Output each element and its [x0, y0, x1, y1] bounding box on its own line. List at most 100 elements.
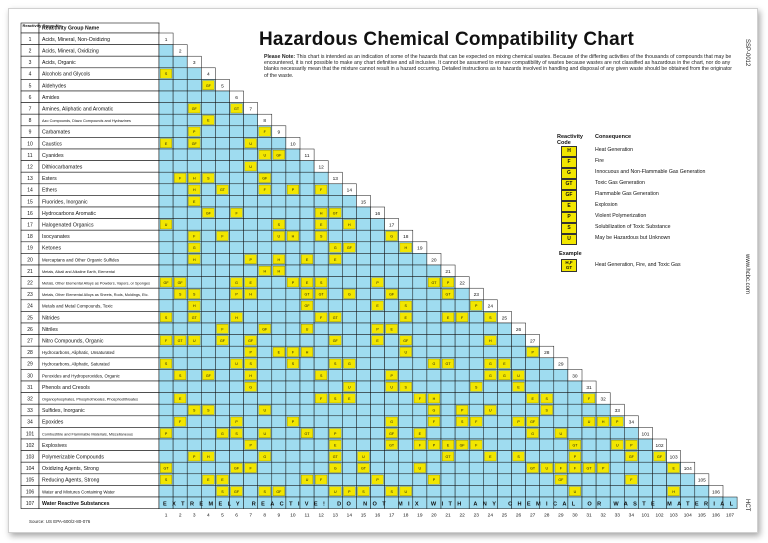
grid-cell [158, 287, 174, 301]
grid-cell [511, 473, 526, 486]
hazard-code: F [630, 478, 633, 482]
hazard-cell [427, 416, 440, 427]
hazard-cell [244, 335, 257, 346]
hazard-cell [442, 289, 455, 299]
hazard-cell [526, 393, 539, 404]
group-number: 16 [27, 211, 33, 217]
grid-cell [271, 403, 287, 417]
grid-cell [243, 450, 258, 463]
hazard-cell [160, 312, 173, 322]
hazard-cell [540, 463, 553, 473]
hazard-code: U [390, 385, 393, 389]
grid-cell [186, 148, 202, 161]
grid-cell [186, 79, 202, 92]
hazard-code: G [390, 235, 393, 239]
hazard-code: P [249, 443, 252, 447]
hazard-code: E [390, 327, 393, 331]
hazard-code: H [672, 490, 675, 494]
group-name: Amines, Aliphatic and Aromatic [42, 106, 114, 112]
legend-item: U May be Hazardous but Unknown [557, 234, 757, 245]
grid-cell [342, 473, 357, 486]
grid-cell [313, 438, 329, 451]
hazard-cell [202, 173, 215, 183]
grid-cell [539, 369, 555, 382]
hazard-code: H [320, 211, 323, 215]
grid-cell [342, 450, 357, 463]
grid-cell [342, 438, 357, 451]
grid-cell [440, 345, 456, 359]
grid-cell [370, 345, 385, 359]
column-number: 103 [670, 513, 678, 519]
diagonal-number: 5 [221, 83, 224, 89]
grid-cell [186, 67, 202, 80]
hazard-cell [244, 254, 257, 264]
hazard-cell [343, 219, 356, 230]
hazard-cell [202, 115, 215, 125]
grid-cell [313, 485, 329, 498]
grid-cell [271, 473, 287, 486]
legend-consequence: Flammable Gas Generation [595, 191, 659, 197]
grid-cell [454, 450, 470, 463]
grid-cell [356, 380, 371, 393]
column-number: 27 [530, 513, 536, 519]
hazard-cell [244, 138, 257, 148]
hazard-cell [258, 451, 271, 462]
hazard-cell [484, 405, 497, 415]
hazard-cell [301, 300, 314, 311]
grid-cell [172, 345, 188, 359]
hazard-code: S [207, 177, 210, 181]
column-number: 26 [516, 513, 522, 519]
hazard-cell [484, 451, 497, 462]
grid-cell [356, 264, 371, 277]
grid-cell [412, 345, 428, 359]
grid-cell [342, 229, 357, 243]
grid-cell [356, 253, 371, 266]
grid-cell [426, 334, 442, 347]
hazard-cell [667, 486, 680, 496]
grid-cell [384, 392, 399, 405]
legend-consequence: Innocuous and Non-Flammable Gas Generati… [595, 169, 706, 175]
hazard-cell [286, 231, 299, 241]
grid-cell [215, 311, 230, 324]
column-number: 12 [318, 513, 324, 519]
grid-cell [539, 485, 555, 498]
grid-cell [342, 427, 357, 440]
group-name: Halogenated Organics [42, 222, 94, 228]
hazard-cell [498, 358, 511, 369]
hazard-code: G [531, 432, 534, 436]
hazard-code: P [390, 374, 393, 378]
hazard-cell [258, 324, 271, 334]
grid-cell [243, 415, 258, 428]
hazard-cell [343, 358, 356, 369]
diagonal-number: 20 [431, 257, 437, 263]
grid-cell [229, 403, 244, 417]
hazard-code: G [390, 420, 393, 424]
grid-cell [215, 450, 230, 463]
hazard-cell [413, 440, 426, 450]
grid-cell [356, 322, 371, 335]
legend-example-code: H,F GT [561, 259, 577, 272]
group-name: Metals, Other Elemental Alloys as Sheets… [42, 293, 149, 297]
hazard-code: U [249, 165, 252, 169]
hazard-cell [427, 405, 440, 415]
group-number: 13 [27, 176, 33, 182]
hazard-code: GF [262, 327, 268, 331]
grid-cell [356, 403, 371, 417]
hazard-code: P [574, 455, 577, 459]
column-number: 31 [586, 513, 592, 519]
column-number: 6 [235, 513, 238, 519]
hazard-cell [413, 463, 426, 473]
diagonal-number: 13 [333, 176, 339, 182]
group-number: 22 [27, 280, 33, 286]
group-name-cell [38, 183, 160, 196]
grid-cell [158, 229, 174, 243]
grid-cell [694, 485, 710, 498]
hazard-cell [329, 393, 342, 404]
grid-cell [158, 55, 174, 69]
hazard-code: P [630, 443, 633, 447]
hazard-cell [385, 370, 398, 380]
hazard-cell [258, 173, 271, 183]
hazard-cell [230, 208, 243, 218]
hazard-code: H [306, 351, 309, 355]
grid-cell [299, 311, 315, 324]
